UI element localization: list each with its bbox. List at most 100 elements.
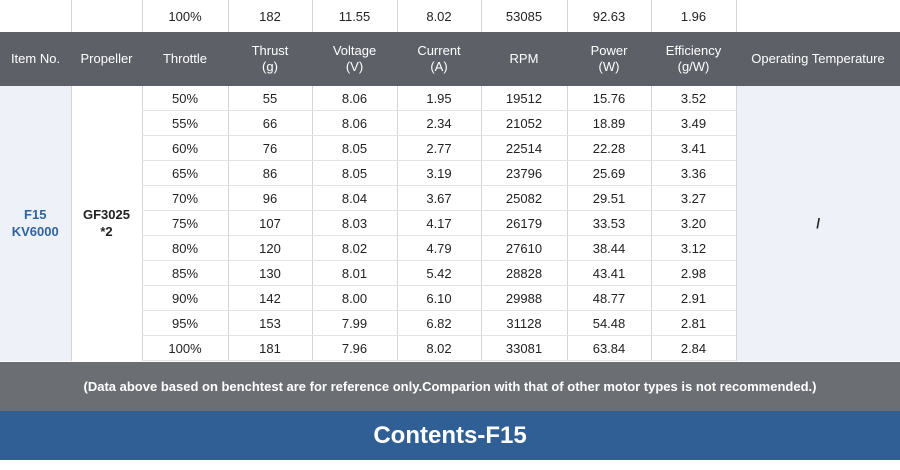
table-row: 60% 76 8.05 2.77 22514 22.28 3.41 xyxy=(0,135,900,161)
propeller-line1: GF3025 xyxy=(83,207,130,223)
table-cell: 65% xyxy=(141,160,228,186)
table-cell: 96 xyxy=(227,185,312,211)
table-cell: 55 xyxy=(227,86,312,111)
propeller-cell: GF3025 *2 xyxy=(70,86,142,361)
table-cell: 130 xyxy=(227,260,312,286)
table-header-row: Item No. Propeller Throttle Thrust (g) Vo… xyxy=(0,32,900,86)
table-cell: 3.20 xyxy=(650,210,736,236)
table-cell: 4.17 xyxy=(396,210,481,236)
table-cell: 2.84 xyxy=(650,335,736,361)
table-cell: 80% xyxy=(141,235,228,261)
table-cell: 31128 xyxy=(480,310,567,336)
table-cell: 7.96 xyxy=(311,335,397,361)
table-cell: 107 xyxy=(227,210,312,236)
table-cell: 8.02 xyxy=(311,235,397,261)
table-cell: 60% xyxy=(141,135,228,161)
cell: 1.96 xyxy=(650,0,736,32)
table-cell: 76 xyxy=(227,135,312,161)
table-cell: 153 xyxy=(227,310,312,336)
header-throttle: Throttle xyxy=(142,32,228,86)
table-cell: 23796 xyxy=(480,160,567,186)
table-cell: 142 xyxy=(227,285,312,311)
table-cell: 22.28 xyxy=(566,135,651,161)
table-cell: 29.51 xyxy=(566,185,651,211)
bottom-strip xyxy=(0,460,900,470)
table-cell: 21052 xyxy=(480,110,567,136)
table-cell: 8.00 xyxy=(311,285,397,311)
table-cell: 33081 xyxy=(480,335,567,361)
cell xyxy=(70,0,142,32)
table-cell: 2.77 xyxy=(396,135,481,161)
table-cell: 8.04 xyxy=(311,185,397,211)
table-cell: 120 xyxy=(227,235,312,261)
table-cell: 3.67 xyxy=(396,185,481,211)
cell: 53085 xyxy=(480,0,567,32)
table-cell: 3.49 xyxy=(650,110,736,136)
cell: 92.63 xyxy=(566,0,651,32)
table-cell: 28828 xyxy=(480,260,567,286)
header-current: Current (A) xyxy=(397,32,481,86)
table-cell: 22514 xyxy=(480,135,567,161)
table-row: 55% 66 8.06 2.34 21052 18.89 3.49 xyxy=(0,110,900,136)
disclaimer-note: (Data above based on benchtest are for r… xyxy=(0,362,900,411)
table-cell: 3.19 xyxy=(396,160,481,186)
table-cell: 63.84 xyxy=(566,335,651,361)
table-cell: 19512 xyxy=(480,86,567,111)
cell xyxy=(0,0,71,32)
section-title: Contents-F15 xyxy=(0,411,900,460)
table-cell: 27610 xyxy=(480,235,567,261)
table-cell: 25082 xyxy=(480,185,567,211)
table-cell: 2.91 xyxy=(650,285,736,311)
table-cell: 43.41 xyxy=(566,260,651,286)
table-cell: 70% xyxy=(141,185,228,211)
table-cell: 8.01 xyxy=(311,260,397,286)
table-cell: 33.53 xyxy=(566,210,651,236)
table-row: 80% 120 8.02 4.79 27610 38.44 3.12 xyxy=(0,235,900,261)
table-row: F15 KV6000 GF3025 *2 50% 55 8.06 1.95 19512 15.76… xyxy=(0,86,900,361)
item-no-cell: F15 KV6000 xyxy=(0,86,71,361)
table-body: F15 KV6000 GF3025 *2 50% 55 8.06 1.95 19512 15.76… xyxy=(0,86,900,361)
table-cell: 8.06 xyxy=(311,86,397,111)
table-cell: 38.44 xyxy=(566,235,651,261)
table-cell: 25.69 xyxy=(566,160,651,186)
header-efficiency: Efficiency (g/W) xyxy=(651,32,736,86)
table-cell: 3.27 xyxy=(650,185,736,211)
cell: 8.02 xyxy=(396,0,481,32)
table-cell: 50% xyxy=(141,86,228,111)
table-cell: 8.06 xyxy=(311,110,397,136)
header-rpm: RPM xyxy=(481,32,567,86)
operating-temperature-cell: / xyxy=(735,86,900,361)
table-row: 85% 130 8.01 5.42 28828 43.41 2.98 xyxy=(0,260,900,286)
header-voltage: Voltage (V) xyxy=(312,32,397,86)
table-cell: 8.03 xyxy=(311,210,397,236)
table-cell: 18.89 xyxy=(566,110,651,136)
cell: 100% xyxy=(141,0,228,32)
table-cell: 29988 xyxy=(480,285,567,311)
header-item-no: Item No. xyxy=(0,32,71,86)
motor-data-table: 100% 182 11.55 8.02 53085 92.63 1.96 Ite… xyxy=(0,0,900,361)
previous-table-last-row: 100% 182 11.55 8.02 53085 92.63 1.96 xyxy=(0,0,900,32)
header-thrust: Thrust (g) xyxy=(228,32,312,86)
header-propeller: Propeller xyxy=(71,32,142,86)
table-cell: 8.05 xyxy=(311,160,397,186)
table-cell: 2.34 xyxy=(396,110,481,136)
table-row: 100% 181 7.96 8.02 33081 63.84 2.84 xyxy=(0,335,900,361)
table-cell: 3.12 xyxy=(650,235,736,261)
table-cell: 8.02 xyxy=(396,335,481,361)
table-row: 75% 107 8.03 4.17 26179 33.53 3.20 xyxy=(0,210,900,236)
table-cell: 2.98 xyxy=(650,260,736,286)
table-cell: 85% xyxy=(141,260,228,286)
table-cell: 54.48 xyxy=(566,310,651,336)
table-cell: 86 xyxy=(227,160,312,186)
table-cell: 6.10 xyxy=(396,285,481,311)
table-cell: 3.36 xyxy=(650,160,736,186)
table-cell: 6.82 xyxy=(396,310,481,336)
table-cell: 55% xyxy=(141,110,228,136)
table-cell: 4.79 xyxy=(396,235,481,261)
table-row: 70% 96 8.04 3.67 25082 29.51 3.27 xyxy=(0,185,900,211)
cell: 11.55 xyxy=(311,0,397,32)
table-cell: 15.76 xyxy=(566,86,651,111)
header-operating-temperature: Operating Temperature xyxy=(736,32,900,86)
table-cell: 1.95 xyxy=(396,86,481,111)
